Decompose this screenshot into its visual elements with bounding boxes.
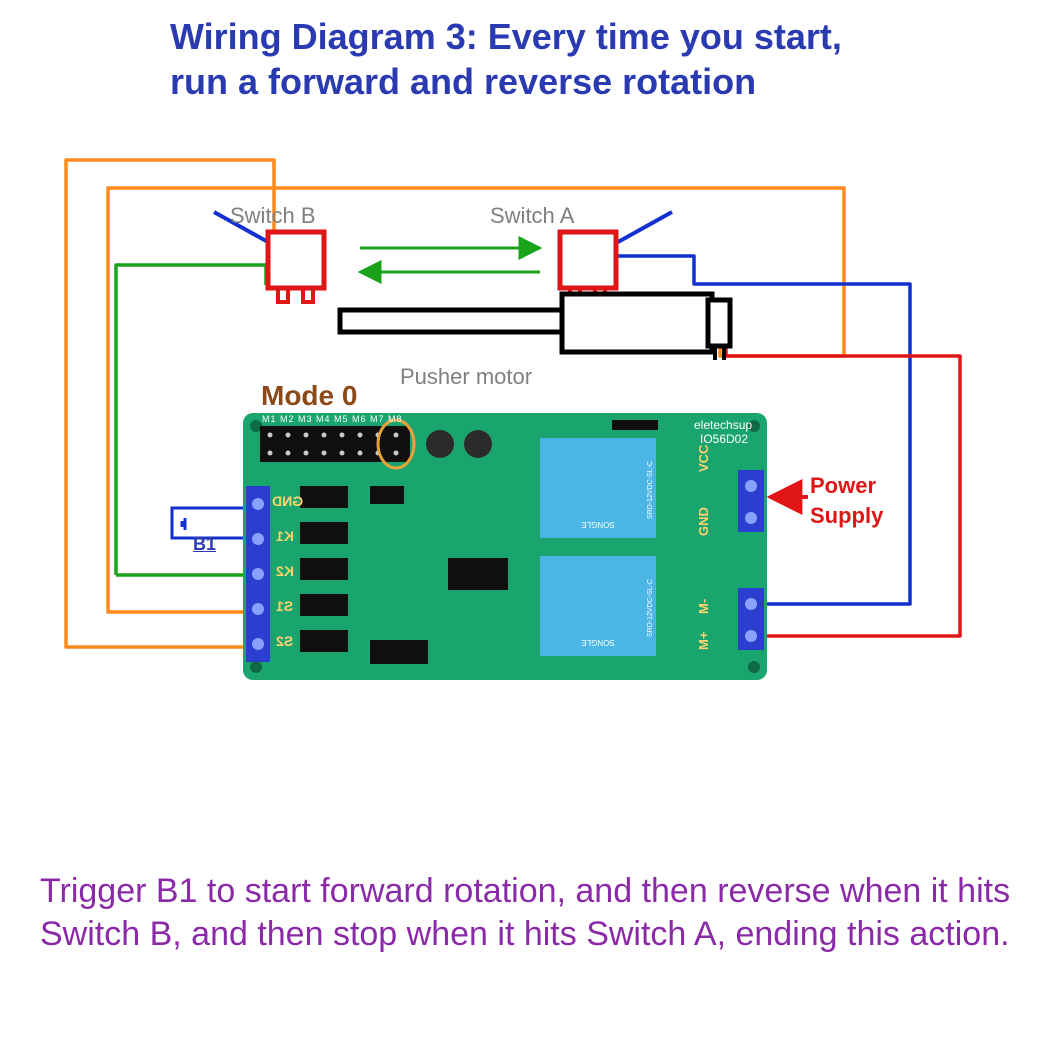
silk-s1: S1 — [276, 598, 293, 614]
direction-arrows — [360, 248, 540, 272]
silk-s2: S2 — [276, 633, 293, 649]
pusher-motor — [340, 294, 730, 360]
svg-text:SRD-12VDC-SL-C: SRD-12VDC-SL-C — [647, 579, 654, 637]
silk-mplus: M+ — [696, 632, 711, 650]
svg-text:SRD-12VDC-SL-C: SRD-12VDC-SL-C — [647, 461, 654, 519]
silk-vcc: VCC — [696, 445, 711, 472]
silk-gnd: GND — [272, 493, 303, 509]
silk-m-row: M1 M2 M3 M4 M5 M6 M7 M8 — [262, 414, 403, 424]
silk-gndr: GND — [696, 507, 711, 536]
label-b1: B1 — [193, 534, 216, 555]
silk-k2: K2 — [276, 563, 294, 579]
label-pusher: Pusher motor — [400, 364, 532, 390]
svg-text:SONGLE: SONGLE — [581, 638, 614, 647]
label-mode0: Mode 0 — [261, 380, 357, 412]
diagram-stage: Wiring Diagram 3: Every time you start, … — [0, 0, 1050, 1050]
label-power2: Supply — [810, 503, 883, 529]
label-switch-a: Switch A — [490, 203, 574, 229]
silk-k1: K1 — [276, 528, 294, 544]
silk-mminus: M- — [696, 599, 711, 614]
silk-brand: eletechsup — [694, 418, 752, 432]
relay-board: SONGLE SONGLE SRD-12VDC-SL-C SRD-12VDC-S… — [243, 413, 767, 680]
silk-model: IO56D02 — [700, 432, 748, 446]
label-power1: Power — [810, 473, 876, 499]
label-switch-b: Switch B — [230, 203, 316, 229]
caption: Trigger B1 to start forward rotation, an… — [40, 870, 1040, 955]
svg-text:SONGLE: SONGLE — [581, 520, 614, 529]
